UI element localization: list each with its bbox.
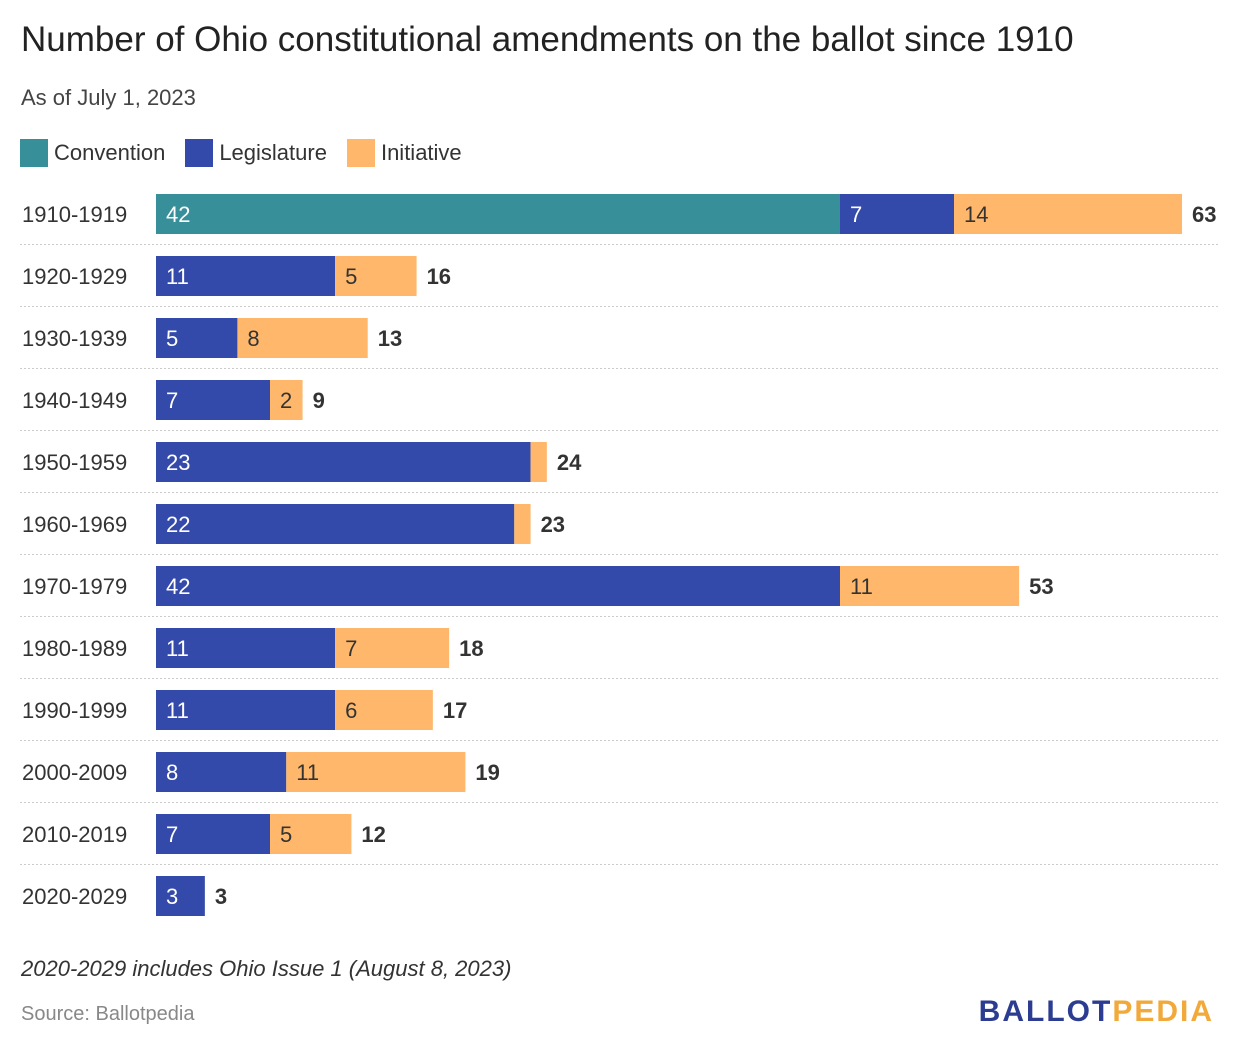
bar-segment-legislature bbox=[156, 256, 336, 296]
data-label: 8 bbox=[166, 760, 178, 785]
category-label: 1960-1969 bbox=[22, 512, 127, 537]
legend-label: Convention bbox=[54, 140, 166, 165]
chart-title: Number of Ohio constitutional amendments… bbox=[21, 20, 1074, 59]
total-label: 23 bbox=[541, 512, 565, 537]
bar-segment-legislature bbox=[156, 380, 270, 420]
data-label: 7 bbox=[850, 202, 862, 227]
bar-segment-legislature bbox=[156, 504, 515, 544]
bar-segment-initiative bbox=[270, 814, 352, 854]
data-label: 7 bbox=[166, 822, 178, 847]
bar-segment-initiative bbox=[286, 752, 466, 792]
data-label: 5 bbox=[166, 326, 178, 351]
total-label: 19 bbox=[475, 760, 499, 785]
data-label: 8 bbox=[247, 326, 259, 351]
bar-segment-legislature bbox=[156, 442, 531, 482]
bar-segment-legislature bbox=[840, 194, 954, 234]
bar-segment-initiative bbox=[840, 566, 1020, 606]
legend-swatch bbox=[346, 139, 375, 167]
total-label: 63 bbox=[1192, 202, 1216, 227]
category-label: 2010-2019 bbox=[22, 822, 127, 847]
bar-segment-legislature bbox=[156, 876, 205, 916]
total-label: 24 bbox=[557, 450, 582, 475]
category-label: 2020-2029 bbox=[22, 884, 127, 909]
bar-segment-initiative bbox=[530, 442, 547, 482]
category-label: 1990-1999 bbox=[22, 698, 127, 723]
bar-segment-initiative bbox=[270, 380, 303, 420]
bar-segment-legislature bbox=[156, 628, 336, 668]
chart-note: 2020-2029 includes Ohio Issue 1 (August … bbox=[21, 956, 512, 981]
category-label: 1970-1979 bbox=[22, 574, 127, 599]
legend-swatch bbox=[185, 139, 214, 167]
category-label: 2000-2009 bbox=[22, 760, 127, 785]
data-label: 11 bbox=[166, 264, 189, 289]
data-label: 5 bbox=[345, 264, 357, 289]
logo-part-2: PEDIA bbox=[1112, 995, 1214, 1028]
bar-segment-initiative bbox=[335, 628, 450, 668]
legend-swatch bbox=[20, 139, 48, 167]
bar-segment-legislature bbox=[156, 318, 238, 358]
data-label: 7 bbox=[166, 388, 178, 413]
total-label: 12 bbox=[361, 822, 385, 847]
bar-segment-legislature bbox=[156, 752, 287, 792]
data-label: 5 bbox=[280, 822, 292, 847]
bar-segment-legislature bbox=[156, 814, 270, 854]
logo-part-1: BALLOT bbox=[978, 995, 1113, 1028]
source-label: Source: Ballotpedia bbox=[21, 1003, 195, 1025]
total-label: 53 bbox=[1029, 574, 1053, 599]
category-label: 1980-1989 bbox=[22, 636, 127, 661]
legend-label: Legislature bbox=[219, 140, 327, 165]
data-label: 42 bbox=[166, 202, 190, 227]
total-label: 9 bbox=[313, 388, 325, 413]
data-label: 11 bbox=[296, 760, 319, 785]
legend-label: Initiative bbox=[380, 140, 462, 165]
data-label: 11 bbox=[166, 636, 189, 661]
bar-segment-convention bbox=[156, 194, 840, 234]
ballotpedia-logo: BALLOTPEDIA bbox=[979, 995, 1214, 1029]
bar-segment-initiative bbox=[335, 690, 433, 730]
bar-segment-initiative bbox=[237, 318, 368, 358]
data-label: 3 bbox=[166, 884, 178, 909]
data-label: 42 bbox=[166, 574, 190, 599]
legend: Convention Legislature Initiative bbox=[20, 139, 462, 167]
bar-segment-initiative bbox=[514, 504, 531, 544]
legend-item-initiative: Initiative bbox=[346, 139, 462, 167]
data-label: 11 bbox=[850, 574, 873, 599]
bar-segment-initiative bbox=[335, 256, 417, 296]
data-label: 2 bbox=[280, 388, 292, 413]
legend-item-convention: Convention bbox=[20, 139, 165, 167]
data-label: 7 bbox=[345, 636, 357, 661]
chart-subtitle: As of July 1, 2023 bbox=[21, 85, 196, 110]
legend-item-legislature: Legislature bbox=[185, 139, 327, 167]
data-label: 22 bbox=[166, 512, 190, 537]
total-label: 16 bbox=[427, 264, 451, 289]
data-label: 23 bbox=[166, 450, 190, 475]
bar-segment-initiative bbox=[954, 194, 1182, 234]
data-label: 14 bbox=[964, 202, 988, 227]
bar-segment-legislature bbox=[156, 690, 336, 730]
total-label: 13 bbox=[378, 326, 402, 351]
data-label: 6 bbox=[345, 698, 357, 723]
total-label: 17 bbox=[443, 698, 467, 723]
total-label: 3 bbox=[215, 884, 227, 909]
category-label: 1950-1959 bbox=[22, 450, 127, 475]
category-label: 1930-1939 bbox=[22, 326, 127, 351]
data-label: 11 bbox=[166, 698, 189, 723]
bar-segment-legislature bbox=[156, 566, 840, 606]
category-label: 1920-1929 bbox=[22, 264, 127, 289]
category-label: 1940-1949 bbox=[22, 388, 127, 413]
total-label: 18 bbox=[459, 636, 483, 661]
category-label: 1910-1919 bbox=[22, 202, 127, 227]
